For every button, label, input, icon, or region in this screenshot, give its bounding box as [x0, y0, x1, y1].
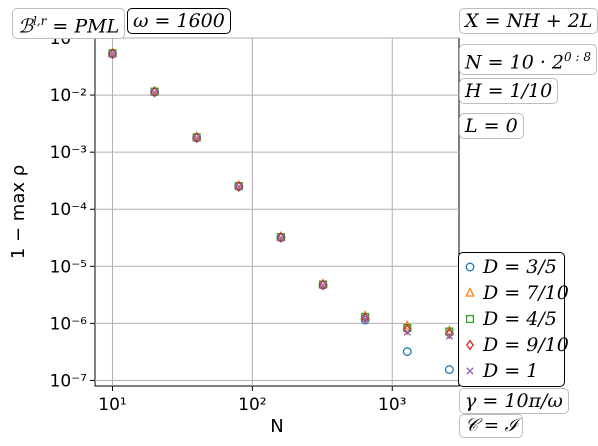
gamma-annotation: γ = 10π/ω — [459, 388, 569, 414]
data-point-diamond — [403, 324, 412, 336]
data-point-circle — [402, 347, 412, 357]
plot-area — [94, 37, 460, 387]
y-tick-label: 10⁻⁴ — [50, 200, 88, 220]
data-point-x — [277, 234, 285, 242]
y-tick-label: 10⁻² — [50, 86, 87, 106]
data-point-circle — [444, 365, 454, 375]
legend-marker-square-shape — [465, 314, 475, 324]
legend-marker-triangle-shape — [465, 287, 475, 297]
data-point-triangle — [444, 325, 455, 335]
legend-item: D = 7/10 — [459, 282, 569, 306]
y-tick-label: 10⁻³ — [50, 143, 87, 163]
legend-marker-circle — [465, 262, 475, 272]
data-point-x — [403, 328, 411, 336]
x-def-annotation: X = NH + 2L — [459, 8, 598, 34]
x-tick-label: 10³ — [378, 395, 406, 415]
data-point-x — [193, 134, 201, 142]
y-tick-label: 10⁻⁵ — [50, 257, 87, 277]
legend-label: D = 7/10 — [483, 282, 569, 304]
c-annotation: 𝒞 = ℐ — [459, 414, 524, 438]
data-point-x — [361, 315, 369, 323]
y-axis-label: 1 − max ρ — [8, 165, 29, 259]
data-point-x — [445, 332, 454, 340]
data-point-x — [108, 50, 117, 58]
data-point-diamond — [445, 328, 454, 340]
data-point-x — [319, 281, 327, 289]
x-tick-label: 10² — [238, 395, 266, 415]
legend-marker-triangle — [465, 287, 475, 297]
grid — [95, 37, 459, 386]
legend-marker-diamond — [465, 339, 475, 351]
data-point-x — [235, 183, 243, 191]
legend-marker-diamond-shape — [465, 339, 475, 351]
data-point-x — [150, 88, 159, 96]
legend-item: D = 9/10 — [459, 334, 569, 358]
y-tick-label: 10⁻⁶ — [50, 314, 88, 334]
boundary-annotation: ℬl,r = PML — [12, 8, 126, 40]
legend-label: D = 4/5 — [483, 308, 557, 330]
legend-item: D = 3/5 — [459, 256, 564, 280]
data-point-square — [445, 327, 454, 336]
legend-marker-x — [466, 367, 474, 375]
h-def-annotation: H = 1/10 — [459, 78, 559, 104]
legend: D = 3/5 D = 7/10 D = 4/5 D = 9/10 D = 1 — [458, 252, 569, 387]
legend-label: D = 1 — [483, 360, 539, 382]
x-axis-label: N — [270, 416, 283, 437]
legend-item: D = 4/5 — [459, 308, 564, 332]
legend-marker-circle-shape — [465, 262, 475, 272]
legend-label: D = 9/10 — [483, 334, 569, 356]
omega-annotation: ω = 1600 — [127, 8, 231, 34]
legend-item: D = 1 — [459, 360, 564, 384]
l-def-annotation: L = 0 — [459, 113, 524, 139]
y-tick-label: 10⁻⁷ — [50, 371, 88, 391]
legend-marker-square — [465, 314, 475, 324]
legend-label: D = 3/5 — [483, 256, 557, 278]
data-point-triangle — [402, 320, 413, 330]
legend-marker-x-shape — [466, 367, 474, 375]
n-def-annotation: N = 10 · 20 : 8 — [459, 44, 597, 76]
data-marks — [107, 46, 455, 375]
x-tick-label: 10¹ — [98, 395, 126, 415]
